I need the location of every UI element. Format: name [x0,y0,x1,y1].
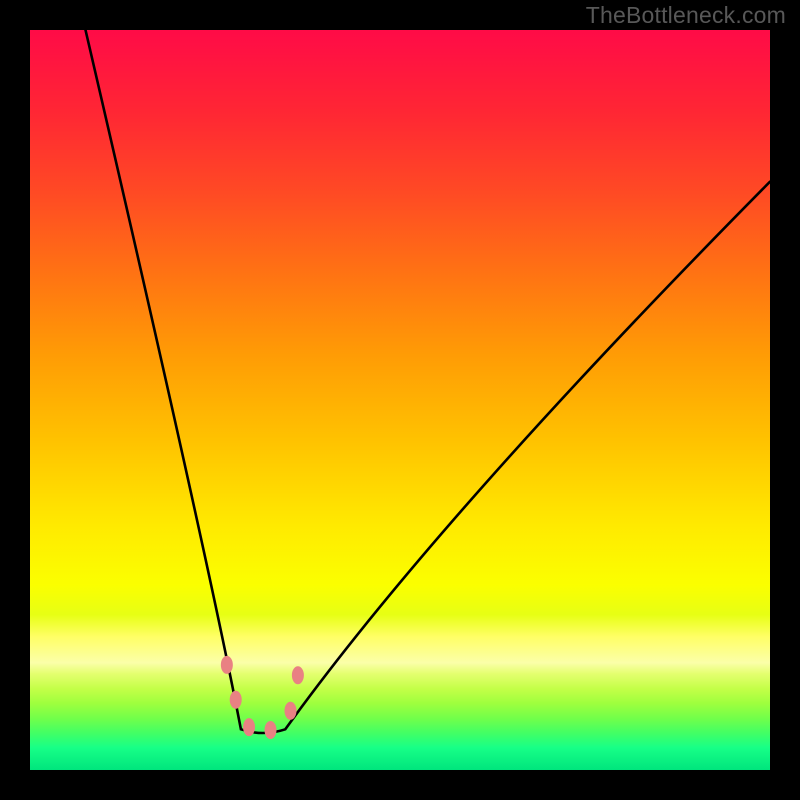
bottleneck-curve-chart [30,30,770,770]
curve-marker [292,666,304,684]
curve-marker [221,656,233,674]
curve-marker [265,721,277,739]
stage: TheBottleneck.com [0,0,800,800]
watermark-text: TheBottleneck.com [586,2,786,29]
curve-marker [230,691,242,709]
curve-marker [284,702,296,720]
curve-marker [243,718,255,736]
chart-background [30,30,770,770]
